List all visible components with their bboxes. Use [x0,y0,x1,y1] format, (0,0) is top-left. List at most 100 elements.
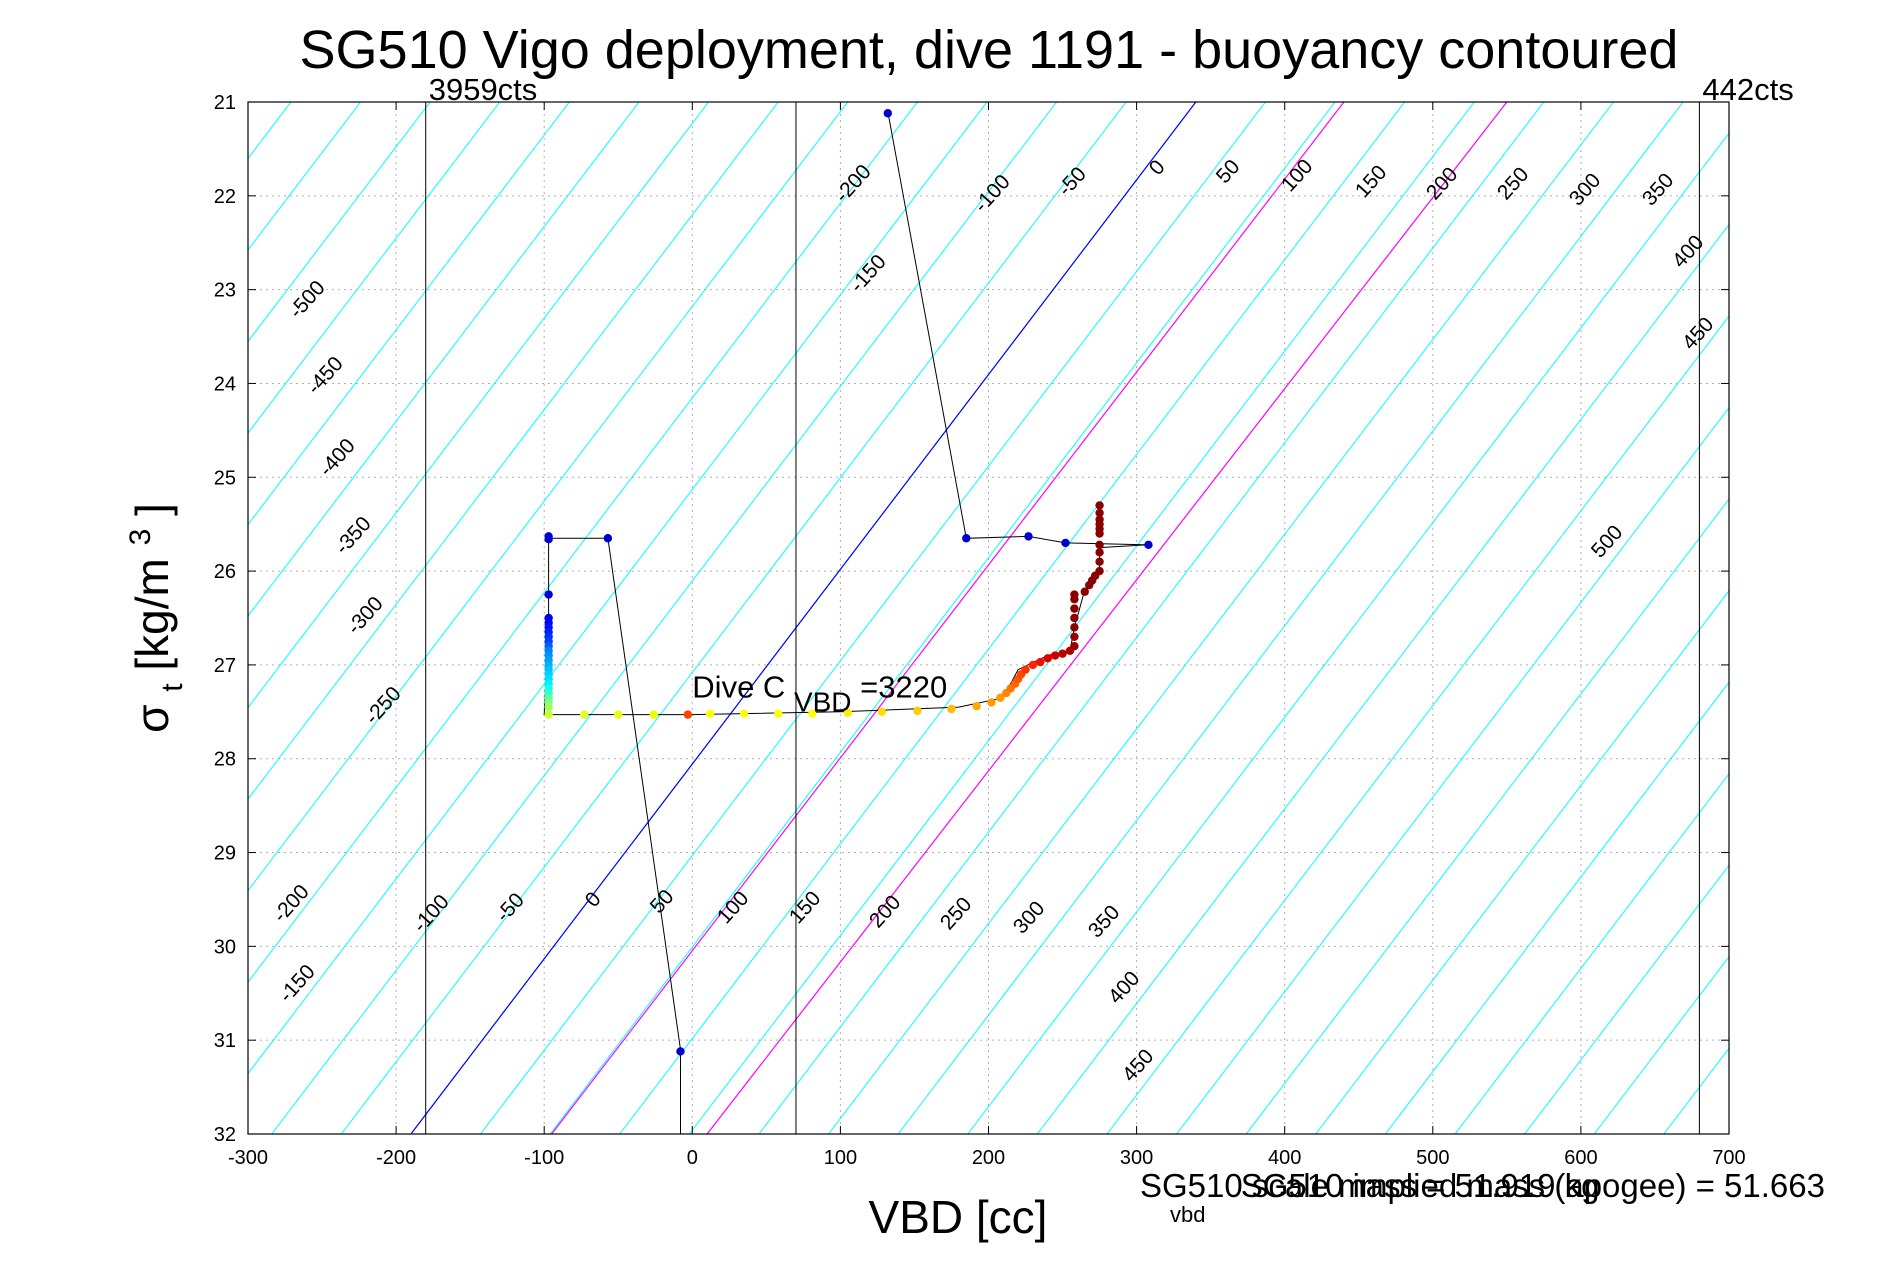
data-point [987,698,996,707]
x-tick-label: 700 [1712,1147,1745,1169]
contour-line [1593,955,1729,1134]
y-axis-label-subscript: t [156,683,189,692]
contour-line [1315,589,1729,1134]
data-point [1070,604,1079,613]
contour-line [1385,681,1729,1134]
data-point [962,534,971,543]
contour-label: 500 [1587,521,1628,562]
contour-label: 450 [1678,313,1719,354]
contour-label: 400 [1104,967,1145,1008]
x-tick-label: 0 [687,1147,698,1169]
contour-line [340,102,1127,1134]
y-axis-label-symbol: σ [126,705,178,733]
x-axis-label: VBD [cc] [869,1191,1048,1243]
data-point [877,707,887,717]
contour-line [0,102,82,1134]
x-tick-label: -200 [376,1147,416,1169]
vertical-lines: 3959cts 442cts [425,72,1794,1134]
data-point [1070,613,1079,623]
y-tick-label: 27 [214,655,236,677]
contour-label: 50 [646,885,679,918]
dive-path [543,111,1149,1134]
data-point [883,109,892,118]
contour-label: 250 [1493,163,1534,204]
x-tick-label: -100 [524,1147,564,1169]
y-ticks: 21 22 23 24 25 26 27 28 29 30 31 32 [214,92,1729,1146]
data-point [808,709,817,718]
contour-line [1036,223,1729,1134]
contour-label: 400 [1668,231,1709,272]
data-point [676,1047,685,1056]
contour-lines [0,102,1729,1134]
grid [247,101,1730,1135]
vbd-limit-label: 442cts [1702,72,1793,107]
contour-line [688,102,1475,1134]
contour-label: 300 [1009,897,1050,938]
x-tick-label: 500 [1416,1147,1449,1169]
contour-line [1454,772,1729,1134]
y-tick-label: 25 [214,467,236,489]
data-point [739,709,749,718]
contour-line [248,102,779,800]
data-point [947,704,956,714]
data-point [683,710,693,719]
data-point [1095,501,1104,510]
data-point [996,693,1005,702]
data-point [1095,557,1104,566]
contour-line [248,102,640,617]
dive-cvbd-annotation: Dive C VBD =3220 [692,670,947,719]
y-tick-label: 32 [214,1124,236,1146]
x-tick-label: -300 [228,1147,268,1169]
y-tick-label: 24 [214,373,236,395]
data-point [1061,538,1070,548]
footer-implied-mass: SG510 implied mass (apogee) = 51.663 [1241,1167,1825,1204]
data-points [544,109,1153,1056]
y-tick-label: 30 [214,936,236,958]
data-point [579,710,589,719]
data-point [1036,657,1045,667]
data-point [1095,515,1104,524]
contour-line [480,102,1266,1134]
contour-line [758,102,1545,1134]
x-tick-label: 400 [1268,1147,1301,1169]
data-point [972,701,981,711]
contour-line [1245,498,1729,1134]
data-point [544,590,553,599]
data-point [1024,532,1033,541]
contour-line [248,102,501,434]
data-point [544,534,553,544]
data-point [843,708,853,717]
contour-line [0,102,221,1134]
annotation-value: =3220 [860,670,947,705]
contour-label: -100 [409,890,454,937]
contour-label: 150 [1351,161,1392,202]
contour-label: 300 [1565,169,1606,210]
footer-subscript: vbd [1170,1202,1205,1227]
magenta-contour-line [706,102,1508,1134]
y-axis-label: σ t [kg/m 3 ] [108,503,192,733]
contour-line [619,102,1406,1134]
dive-path-line [543,111,1149,1134]
y-axis-label-close: ] [126,503,178,516]
data-point [1070,590,1079,599]
data-point [1095,566,1104,576]
data-point [1043,654,1052,663]
zero-contour-line [410,102,1197,1134]
x-tick-label: 100 [824,1147,857,1169]
data-point [1050,651,1060,660]
contour-line [248,102,431,343]
chart-title: SG510 Vigo deployment, dive 1191 - buoya… [300,20,1679,80]
y-axis-label-superscript: 3 [124,529,157,546]
data-point [1070,632,1079,641]
y-axis-label-units: [kg/m [126,558,178,670]
contour-label: 200 [865,891,906,932]
data-point [1028,660,1038,670]
data-point [1095,540,1104,550]
contour-label: -350 [331,512,376,559]
x-ticks: -300 -200 -100 0 100 200 300 400 500 600 700 [228,102,1746,1169]
data-point [1095,508,1104,518]
contour-label: -150 [275,960,320,1007]
contour-line [897,102,1684,1134]
contour-label: -500 [285,276,330,323]
contour-line [248,102,918,983]
